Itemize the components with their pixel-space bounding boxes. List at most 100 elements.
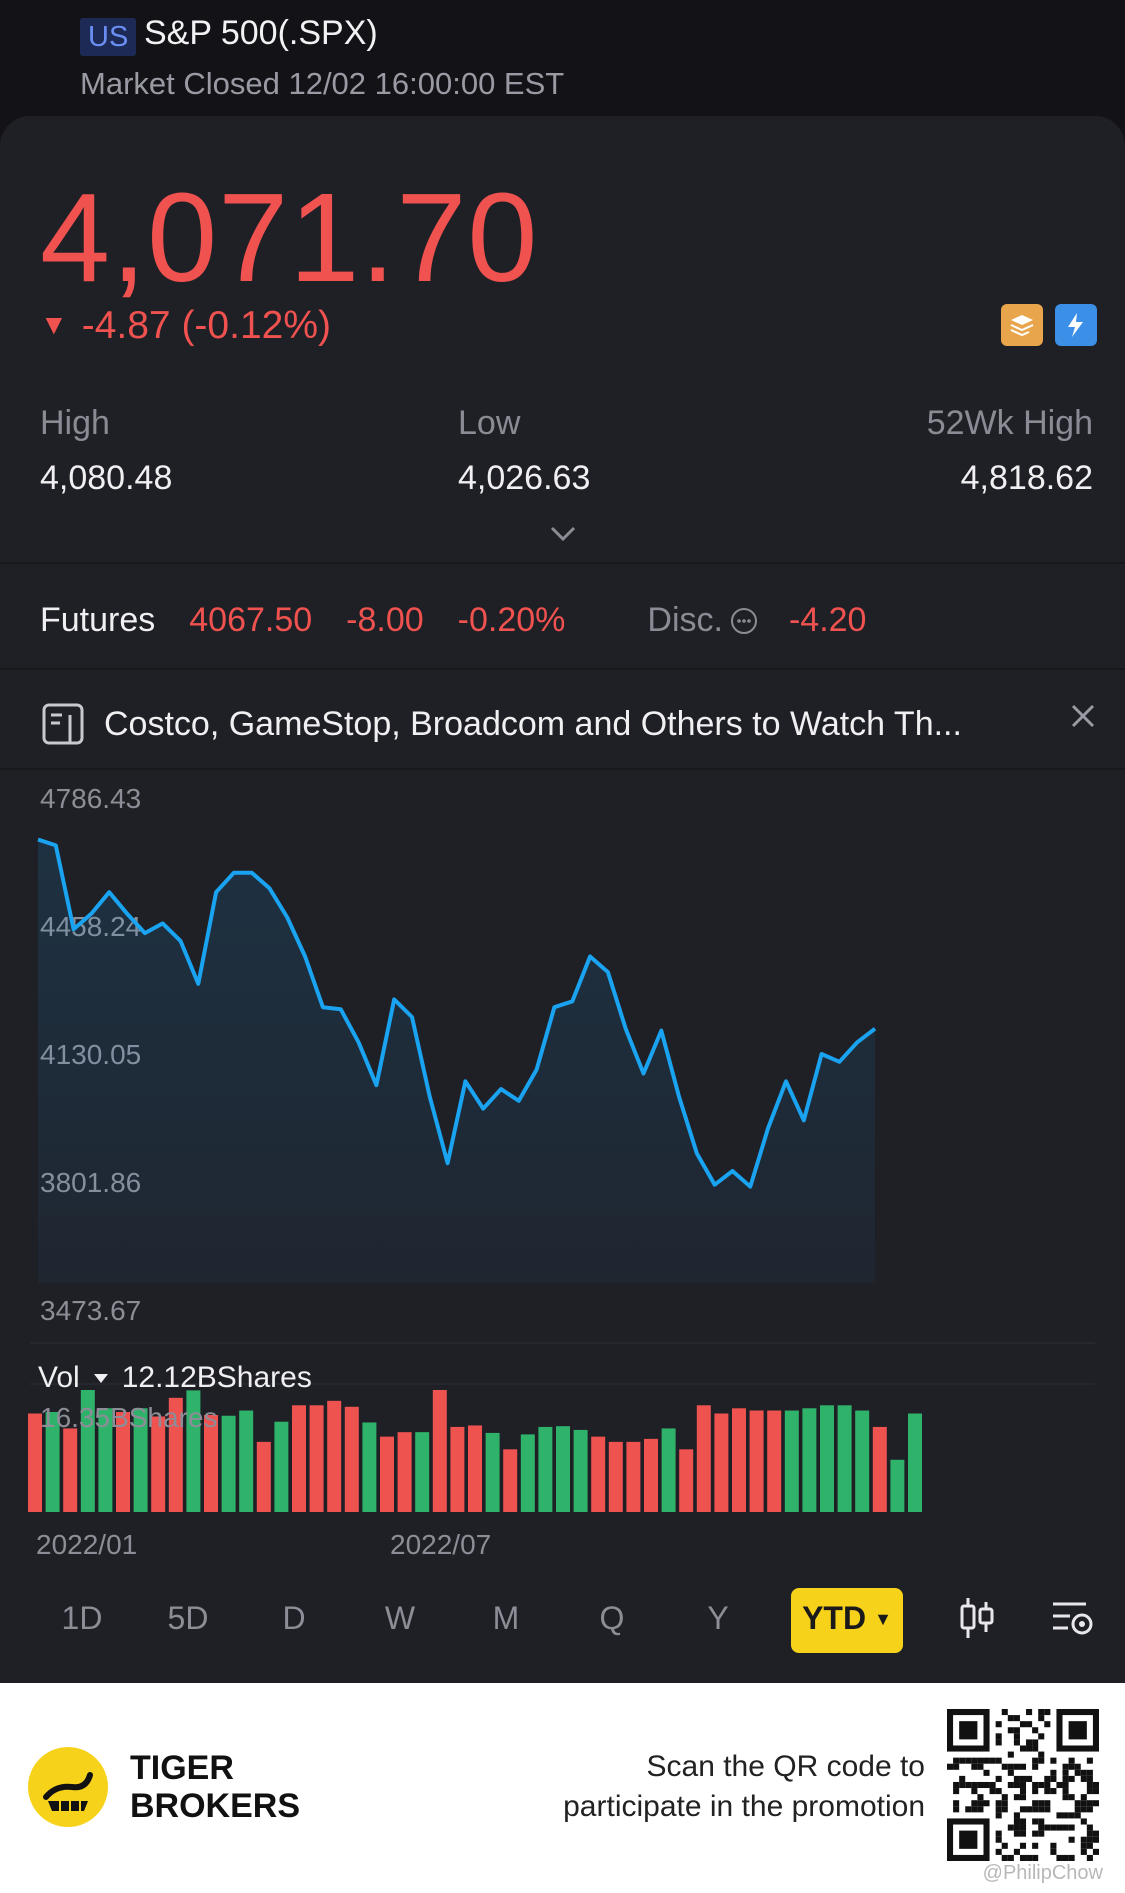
volume-bar xyxy=(362,1422,377,1512)
stat-low: Low 4,026.63 xyxy=(458,404,590,498)
price-area xyxy=(38,839,875,1283)
stat-high: High 4,080.48 xyxy=(40,404,172,498)
candlestick-icon[interactable] xyxy=(957,1596,997,1640)
x-tick-label: 2022/07 xyxy=(390,1529,491,1556)
close-icon[interactable] xyxy=(1069,702,1097,730)
qr-code[interactable] xyxy=(947,1709,1099,1861)
tab-q[interactable]: Q xyxy=(599,1600,625,1636)
volume-value: 12.12BShares xyxy=(121,1361,312,1394)
tab-w[interactable]: W xyxy=(384,1600,416,1636)
price-chart[interactable]: 4786.434458.244130.053801.863473.67 16.3… xyxy=(0,116,1125,1556)
volume-bar xyxy=(98,1408,113,1512)
chart-settings-icon[interactable] xyxy=(1050,1596,1094,1640)
volume-bar xyxy=(732,1408,746,1512)
volume-bar xyxy=(485,1432,500,1512)
volume-bar xyxy=(890,1459,905,1512)
volume-bar xyxy=(309,1405,324,1512)
price-change: ▼ -4.87 (-0.12%) xyxy=(40,304,331,348)
volume-bar xyxy=(714,1413,729,1512)
brand-name: TIGER BROKERS xyxy=(130,1749,300,1825)
tiger-brokers-logo xyxy=(28,1747,108,1827)
volume-bar xyxy=(837,1405,852,1512)
stat-low-value: 4,026.63 xyxy=(458,459,591,497)
brand-line-2: BROKERS xyxy=(130,1787,301,1825)
stack-a-icon[interactable] xyxy=(1001,304,1043,346)
volume-bar xyxy=(520,1434,535,1512)
volume-bar xyxy=(380,1436,394,1512)
futures-label: Futures xyxy=(40,601,156,639)
price-line xyxy=(37,837,877,1189)
badge-icons xyxy=(1001,304,1097,346)
more-circle-icon[interactable] xyxy=(729,606,759,636)
tab-d[interactable]: D xyxy=(282,1600,306,1636)
volume-label: Vol xyxy=(38,1361,80,1394)
volume-bar xyxy=(908,1413,922,1512)
tab-ytd[interactable]: YTD ▼ xyxy=(791,1588,903,1653)
futures-price: 4067.50 xyxy=(189,601,313,639)
volume-bar xyxy=(749,1410,764,1512)
volume-bar xyxy=(344,1406,359,1512)
expand-chevron-down-icon[interactable] xyxy=(548,524,578,549)
tab-5d[interactable]: 5D xyxy=(167,1600,209,1636)
volume-bar xyxy=(292,1405,306,1512)
y-tick-label: 4786.43 xyxy=(40,783,141,814)
lightning-1-icon[interactable] xyxy=(1055,304,1097,346)
stat-low-label: Low xyxy=(458,404,521,442)
futures-row[interactable]: Futures 4067.50 -8.00 -0.20% Disc. -4.20 xyxy=(40,601,900,640)
volume-bar xyxy=(820,1405,834,1512)
volume-bar xyxy=(608,1441,623,1512)
app-header: US S&P 500(.SPX) Market Closed 12/02 16:… xyxy=(0,0,1125,118)
tab-y[interactable]: Y xyxy=(707,1600,729,1636)
watermark: @PhilipChow xyxy=(982,1862,1103,1884)
volume-bar xyxy=(133,1408,148,1512)
volume-bar xyxy=(186,1390,201,1512)
volume-bar xyxy=(28,1413,42,1512)
promo-footer: TIGER BROKERS Scan the QR code to partic… xyxy=(0,1683,1125,1893)
volume-bar xyxy=(432,1390,447,1512)
ticker-title: S&P 500(.SPX) xyxy=(144,14,378,52)
tab-1d[interactable]: 1D xyxy=(61,1600,103,1636)
divider xyxy=(0,768,1125,770)
volume-bar xyxy=(116,1412,130,1512)
stat-52wk-high: 52Wk High 4,818.62 xyxy=(927,404,1093,498)
y-tick-label: 3473.67 xyxy=(40,1295,141,1326)
divider xyxy=(0,562,1125,564)
period-tabs: 1D 5D D W M Q Y YTD ▼ xyxy=(0,1588,1125,1653)
promo-line-1: Scan the QR code to xyxy=(646,1750,926,1783)
news-banner[interactable]: Costco, GameStop, Broadcom and Others to… xyxy=(40,694,1097,754)
volume-bar xyxy=(63,1428,78,1512)
volume-bar xyxy=(239,1410,254,1512)
news-headline[interactable]: Costco, GameStop, Broadcom and Others to… xyxy=(104,704,962,743)
caret-down-icon[interactable] xyxy=(92,1371,110,1385)
disc-value: -4.20 xyxy=(788,601,867,639)
price-change-value: -4.87 (-0.12%) xyxy=(81,304,331,347)
disc-label-text: Disc. xyxy=(647,601,723,639)
volume-scale-label: 16.35BShares xyxy=(40,1402,217,1433)
volume-bar xyxy=(503,1449,518,1512)
promo-line-2: participate in the promotion xyxy=(563,1790,925,1823)
stat-high-label: High xyxy=(40,404,110,442)
volume-bar xyxy=(784,1410,799,1512)
volume-bar xyxy=(204,1414,218,1512)
volume-row[interactable]: Vol 12.12BShares xyxy=(38,1361,312,1395)
volume-bar xyxy=(151,1416,166,1512)
divider xyxy=(0,668,1125,670)
volume-bar xyxy=(256,1441,271,1512)
last-price: 4,071.70 xyxy=(40,167,539,308)
promo-text: Scan the QR code to participate in the p… xyxy=(563,1747,925,1827)
volume-bar xyxy=(45,1412,60,1512)
volume-bar xyxy=(573,1429,588,1512)
volume-bar xyxy=(80,1390,95,1512)
volume-bar xyxy=(644,1438,658,1512)
stat-high-value: 4,080.48 xyxy=(40,459,173,497)
market-status: Market Closed 12/02 16:00:00 EST xyxy=(80,66,565,101)
volume-bar xyxy=(168,1397,183,1512)
quote-panel: 4,071.70 ▼ -4.87 (-0.12%) High 4,080.48 L… xyxy=(0,116,1125,1684)
tab-m[interactable]: M xyxy=(492,1600,520,1636)
volume-bar xyxy=(274,1421,289,1512)
volume-bar xyxy=(591,1436,606,1512)
volume-bar xyxy=(397,1432,412,1512)
region-badge: US xyxy=(80,18,137,56)
volume-bar xyxy=(767,1410,782,1512)
tab-ytd-label: YTD xyxy=(802,1600,867,1636)
